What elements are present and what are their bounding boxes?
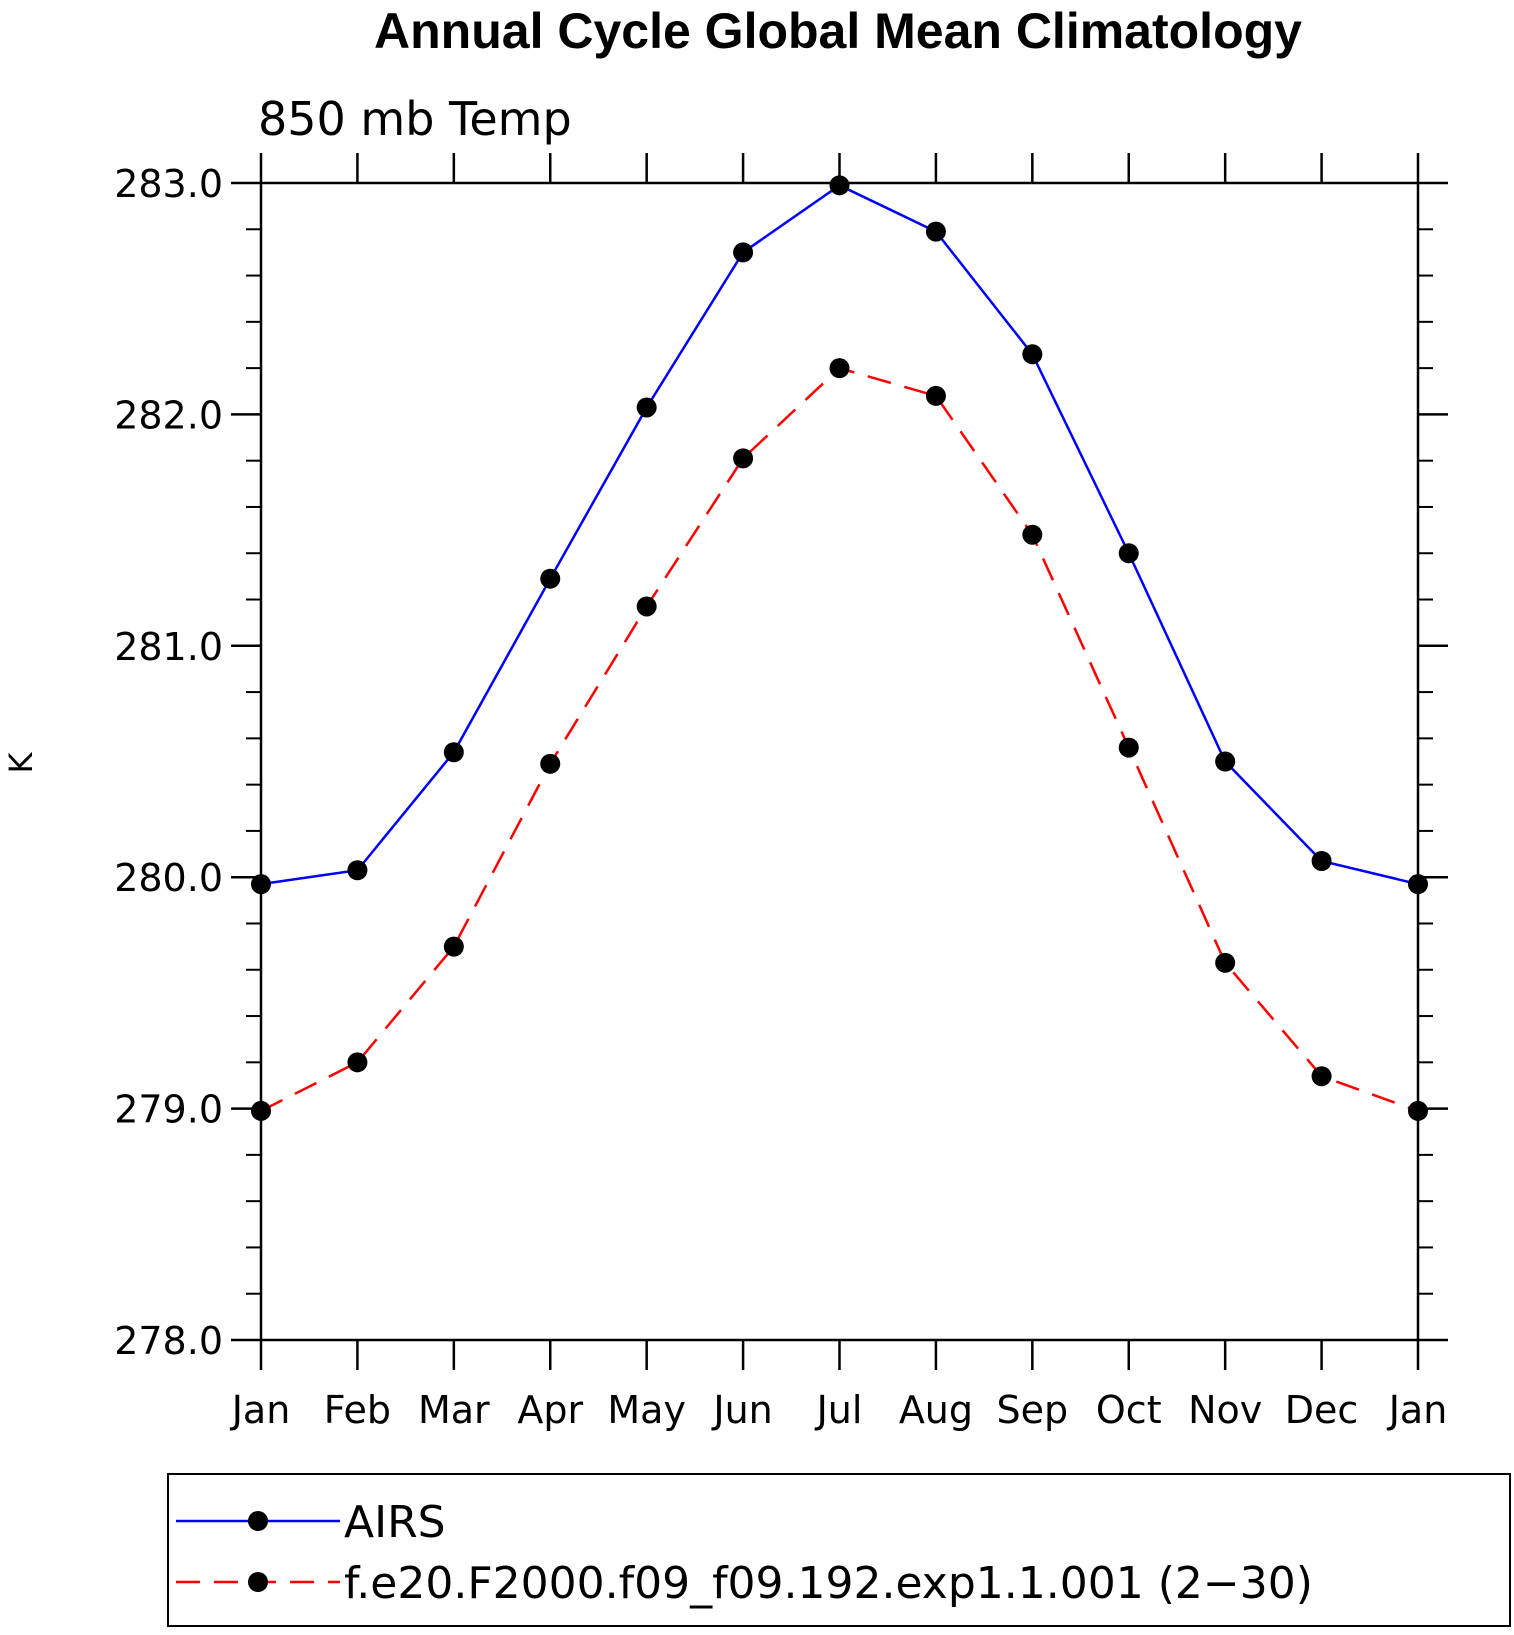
x-tick-label: Jan [230,1388,291,1432]
x-tick-label: Oct [1096,1388,1162,1432]
series-0-point [1022,344,1043,365]
legend-label-1: f.e20.F2000.f09_f09.192.exp1.1.001 (2−30… [344,1558,1313,1609]
x-tick-label: Jul [815,1388,863,1432]
series-layer [251,175,1428,1121]
x-tick-label: Aug [899,1388,973,1432]
legend-marker-1 [248,1572,268,1592]
y-tick-label: 280.0 [114,856,223,900]
series-0-point [925,221,946,242]
chart-title: Annual Cycle Global Mean Climatology [374,3,1302,59]
plot-frame [259,181,1420,1342]
series-1-point [1311,1066,1332,1087]
series-0-point [636,397,657,418]
series-0-point [1215,751,1236,772]
series-1-point [347,1052,368,1073]
series-1-point [1022,524,1043,545]
series-line-0 [260,183,1419,886]
x-tick-label: Jun [711,1388,772,1432]
x-tick-label: Mar [418,1388,490,1432]
y-tick-label: 279.0 [114,1088,223,1132]
legend-label-0: AIRS [344,1497,446,1548]
x-tick-label: Dec [1285,1388,1359,1432]
series-1-point [829,358,850,379]
x-tick-label: Nov [1188,1388,1262,1432]
series-0-point [443,742,464,763]
series-1-point [1215,952,1236,973]
series-1-point [1408,1100,1428,1121]
series-0-point [1408,874,1428,895]
chart-subtitle: 850 mb Temp [258,92,572,146]
legend-box [167,1473,1511,1627]
series-1-point [733,448,754,469]
legend-marker-0 [248,1511,268,1531]
series-1-point [540,753,561,774]
x-tick-label: Feb [324,1388,391,1432]
x-tick-label: May [607,1388,686,1432]
series-1-point [251,1100,271,1121]
series-line-1 [260,366,1419,1113]
y-tick-label: 278.0 [114,1319,223,1363]
y-tick-label: 281.0 [114,625,223,669]
series-0-point [733,242,754,263]
series-0-point [540,568,561,589]
series-0-point [251,874,271,895]
series-1-point [443,936,464,957]
ticks-layer: Jan Feb Mar Apr May Jun Jul Aug Sep Oct Nov Dec Jan2… [114,153,1448,1432]
series-0-point [829,175,850,196]
series-0-point [1311,851,1332,872]
y-tick-label: 283.0 [114,162,223,206]
x-tick-label: Jan [1387,1388,1448,1432]
series-1-point [1118,737,1139,758]
series-1-point [925,385,946,406]
legend: AIRS f.e20.F2000.f09_f09.192.exp1.1.001 (… [167,1473,1511,1627]
x-tick-label: Sep [997,1388,1069,1432]
series-0-point [1118,543,1139,564]
y-tick-label: 282.0 [114,393,223,437]
x-tick-label: Apr [517,1388,583,1432]
y-axis-label: K [2,751,40,773]
series-0-point [347,860,368,881]
series-1-point [636,596,657,617]
